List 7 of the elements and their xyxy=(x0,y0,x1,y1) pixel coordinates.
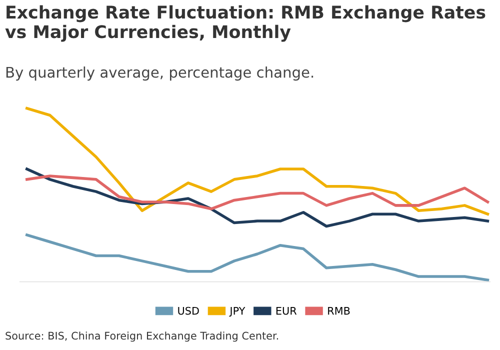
legend-label: JPY xyxy=(229,306,246,317)
source-note: Source: BIS, China Foreign Exchange Trading Center. xyxy=(6,332,278,342)
legend-label: RMB xyxy=(328,306,350,315)
legend-label: USD xyxy=(178,306,199,315)
chart-subtitle: By quarterly average, percentage change. xyxy=(6,66,314,81)
chart-title: Exchange Rate Fluctuation: RMB Exchange Rates vs Major Currencies, Monthly xyxy=(5,5,486,42)
legend-label: EUR xyxy=(276,306,297,315)
